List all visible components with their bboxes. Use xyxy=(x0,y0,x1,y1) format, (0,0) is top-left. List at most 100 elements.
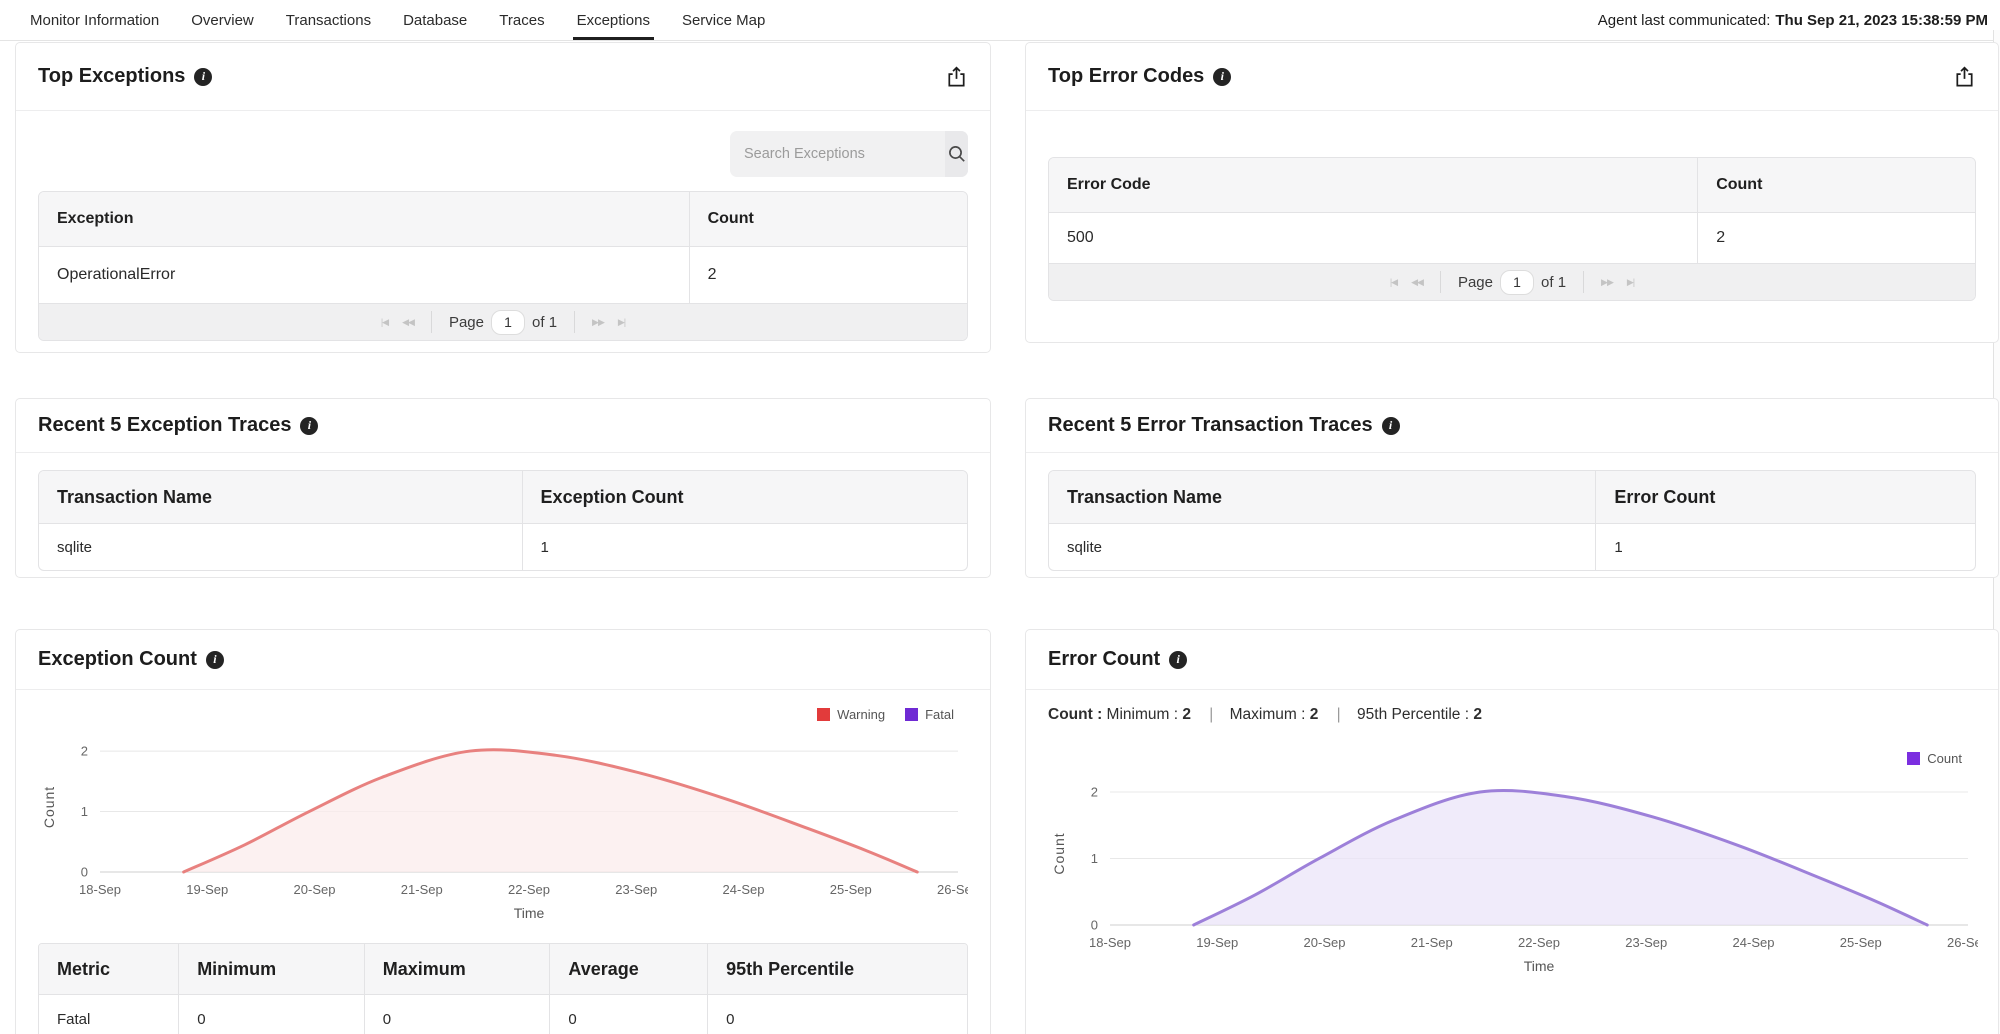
pagination-next-icon[interactable] xyxy=(1594,277,1620,288)
tab-service-map[interactable]: Service Map xyxy=(682,0,765,40)
svg-text:Count: Count xyxy=(41,786,57,828)
svg-text:0: 0 xyxy=(1091,918,1098,933)
svg-text:21-Sep: 21-Sep xyxy=(401,882,443,897)
svg-text:22-Sep: 22-Sep xyxy=(1518,935,1560,950)
svg-text:23-Sep: 23-Sep xyxy=(1625,935,1667,950)
tab-database[interactable]: Database xyxy=(403,0,467,40)
panel-header: Top Error Codes xyxy=(1026,43,1998,111)
svg-text:21-Sep: 21-Sep xyxy=(1411,935,1453,950)
info-icon[interactable] xyxy=(1169,650,1188,669)
stat-minimum: Minimum : 2 xyxy=(1106,706,1191,723)
agent-label: Agent last communicated: xyxy=(1597,11,1771,29)
of-label: of 1 xyxy=(532,313,558,331)
top-exceptions-panel: Top Exceptions Exception xyxy=(15,42,991,353)
column-header: Maximum xyxy=(363,944,550,994)
error-count-panel: Error Count Count : Minimum : 2 Maximum … xyxy=(1025,629,1999,1034)
tab-monitor-information[interactable]: Monitor Information xyxy=(30,0,159,40)
count-cell: 1 xyxy=(521,524,967,570)
page-number-input[interactable]: 1 xyxy=(491,309,525,335)
panel-title: Recent 5 Error Transaction Traces xyxy=(1048,414,1373,436)
table-header-row: Transaction Name Error Count xyxy=(1049,471,1975,523)
info-icon[interactable] xyxy=(300,416,319,435)
agent-last-communicated: Agent last communicated: Thu Sep 21, 202… xyxy=(1598,0,2000,40)
maximum-cell: 0 xyxy=(363,995,550,1034)
error-count-chart: 0 1 2 18-Sep 19-Sep 20-Sep 21-Sep 22-Sep 23-Sep 2… xyxy=(1051,784,1989,974)
average-cell: 0 xyxy=(549,995,707,1034)
pagination-divider xyxy=(1583,271,1585,293)
pagination-divider xyxy=(1439,271,1441,293)
info-icon[interactable] xyxy=(205,650,224,669)
chart-legend: Count xyxy=(1048,746,1976,770)
svg-text:26-Sep: 26-Sep xyxy=(937,882,968,897)
table-header-row: Error Code Count xyxy=(1049,158,1975,212)
exception-count-panel: Exception Count Warning Fatal 0 1 2 18-Sep 1… xyxy=(15,629,991,1034)
pagination-first-icon[interactable] xyxy=(1383,277,1404,288)
column-header: Count xyxy=(1697,158,1975,212)
tab-transactions[interactable]: Transactions xyxy=(286,0,371,40)
pagination-prev-icon[interactable] xyxy=(395,317,421,328)
top-exceptions-table: Exception Count OperationalError 2 Page … xyxy=(38,191,968,341)
svg-text:Count: Count xyxy=(1051,832,1067,874)
pagination: Page 1 of 1 xyxy=(39,303,967,340)
svg-text:19-Sep: 19-Sep xyxy=(1196,935,1238,950)
search-button[interactable] xyxy=(945,131,968,177)
column-header: Exception xyxy=(39,192,689,246)
pagination-last-icon[interactable] xyxy=(1620,277,1641,288)
stat-95th-percentile: 95th Percentile : 2 xyxy=(1323,706,1482,723)
legend-item-warning[interactable]: Warning xyxy=(817,707,885,722)
pagination-last-icon[interactable] xyxy=(611,317,632,328)
svg-text:Time: Time xyxy=(514,905,545,921)
export-button[interactable] xyxy=(1953,64,1976,89)
panel-title: Exception Count xyxy=(38,648,197,670)
tab-overview[interactable]: Overview xyxy=(191,0,254,40)
count-cell: 2 xyxy=(1697,213,1975,263)
page-number-input[interactable]: 1 xyxy=(1500,269,1534,295)
fatal-swatch-icon xyxy=(905,707,919,721)
export-button[interactable] xyxy=(945,64,968,89)
panel-title: Top Exceptions xyxy=(38,65,186,87)
legend-item-count[interactable]: Count xyxy=(1907,751,1962,766)
svg-text:20-Sep: 20-Sep xyxy=(294,882,336,897)
info-icon[interactable] xyxy=(194,67,213,86)
chart-legend: Warning Fatal xyxy=(38,702,968,726)
column-header: Error Code xyxy=(1049,158,1698,212)
svg-text:26-Sep: 26-Sep xyxy=(1947,935,1978,950)
exception-search xyxy=(730,131,968,177)
top-error-codes-panel: Top Error Codes Error Code Count 500 2 xyxy=(1025,42,1999,343)
tab-exceptions[interactable]: Exceptions xyxy=(572,0,655,40)
column-header: Metric xyxy=(39,944,179,994)
svg-text:0: 0 xyxy=(81,865,88,880)
pagination-divider xyxy=(574,311,576,333)
tab-traces[interactable]: Traces xyxy=(499,0,544,40)
pagination-prev-icon[interactable] xyxy=(1404,277,1430,288)
transaction-name-cell: sqlite xyxy=(1067,538,1103,556)
column-header: Error Count xyxy=(1595,471,1975,523)
info-icon[interactable] xyxy=(1213,67,1232,86)
recent-exception-traces-panel: Recent 5 Exception Traces Transaction Na… xyxy=(15,398,991,578)
table-row: 500 2 xyxy=(1049,212,1975,263)
svg-text:Time: Time xyxy=(1524,958,1555,974)
svg-text:18-Sep: 18-Sep xyxy=(1089,935,1131,950)
column-header: Average xyxy=(549,944,708,994)
svg-text:18-Sep: 18-Sep xyxy=(79,882,121,897)
column-header: Count xyxy=(688,192,967,246)
search-input[interactable] xyxy=(730,131,945,177)
info-icon[interactable] xyxy=(1381,416,1400,435)
panel-header: Top Exceptions xyxy=(16,43,990,111)
panel-header: Recent 5 Error Transaction Traces xyxy=(1026,399,1998,453)
legend-item-fatal[interactable]: Fatal xyxy=(905,707,954,722)
pagination-next-icon[interactable] xyxy=(585,317,611,328)
column-header: 95th Percentile xyxy=(707,944,967,994)
page-label: Page xyxy=(448,313,484,331)
stats-prefix: Count : xyxy=(1048,706,1103,723)
legend-label: Warning xyxy=(837,706,886,722)
column-header: Transaction Name xyxy=(39,471,522,523)
page-label: Page xyxy=(1457,273,1493,291)
share-icon xyxy=(1956,66,1973,87)
svg-text:24-Sep: 24-Sep xyxy=(1733,935,1775,950)
table-row: sqlite 1 xyxy=(1049,523,1975,570)
tab-label: Service Map xyxy=(681,11,766,29)
panel-title: Recent 5 Exception Traces xyxy=(38,414,292,436)
pagination-first-icon[interactable] xyxy=(374,317,395,328)
column-header: Exception Count xyxy=(521,471,967,523)
